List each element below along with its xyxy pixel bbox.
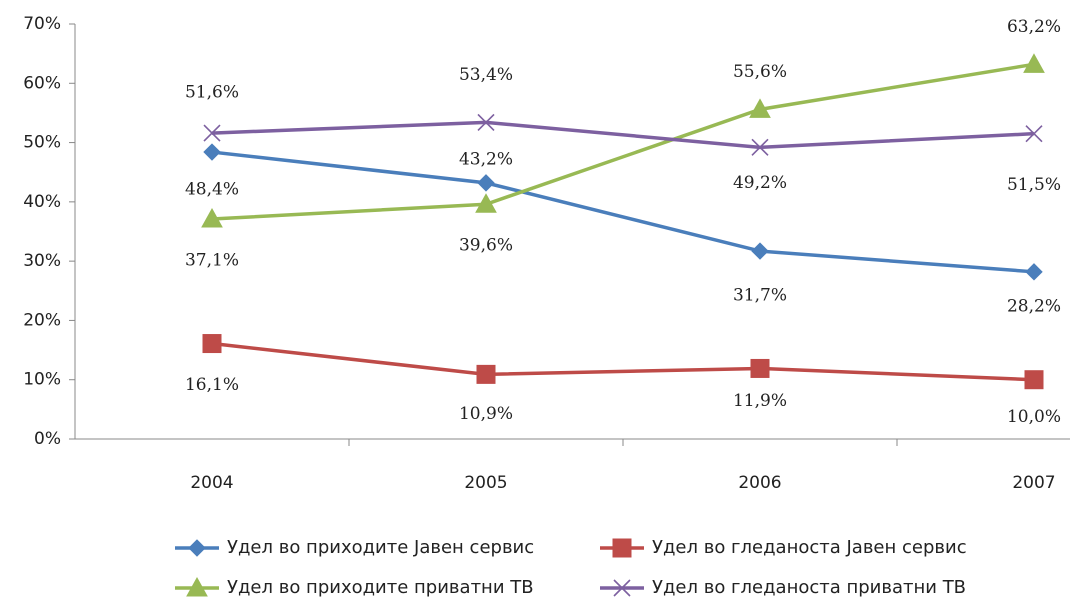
y-tick-label: 50% — [23, 133, 61, 153]
y-tick-label: 60% — [23, 73, 61, 93]
point — [1023, 53, 1045, 73]
point — [1025, 263, 1043, 281]
data-label: 11,9% — [733, 391, 787, 411]
data-label: 10,0% — [1007, 407, 1061, 427]
data-label: 28,2% — [1007, 296, 1061, 316]
data-label: 31,7% — [733, 286, 787, 306]
point — [751, 138, 769, 156]
point — [202, 334, 222, 354]
y-tick-label: 70% — [23, 14, 61, 34]
data-label: 49,2% — [733, 173, 787, 193]
data-label: 39,6% — [459, 236, 513, 256]
data-label: 48,4% — [185, 180, 239, 200]
data-label: 51,6% — [185, 83, 239, 103]
y-tick-label: 40% — [23, 192, 61, 212]
legend-marker — [612, 538, 632, 558]
data-label: 10,9% — [459, 404, 513, 424]
point — [201, 208, 223, 228]
series-line — [211, 120, 1035, 150]
data-label: 51,5% — [1007, 175, 1061, 195]
data-label: 63,2% — [1007, 17, 1061, 37]
point — [203, 124, 221, 142]
x-tick-label: 2005 — [464, 473, 507, 493]
point — [476, 364, 496, 384]
x-tick-label: 2006 — [738, 473, 781, 493]
y-tick-label: 20% — [23, 310, 61, 330]
x-tick-label: 2007 — [1012, 473, 1055, 493]
point — [203, 143, 221, 161]
x-tick-label: 2004 — [190, 473, 233, 493]
point — [1025, 125, 1043, 143]
legend-label: Удел во гледаноста приватни ТВ — [652, 577, 966, 598]
y-tick-label: 0% — [34, 429, 61, 449]
data-label: 43,2% — [459, 149, 513, 169]
legend-marker — [188, 539, 206, 557]
series-line — [211, 62, 1035, 221]
series-line — [211, 150, 1035, 274]
point — [749, 98, 771, 118]
point — [1024, 370, 1044, 390]
point — [477, 174, 495, 192]
legend-label: Удел во гледаноста Јавен сервис — [652, 537, 967, 558]
point — [751, 242, 769, 260]
y-tick-label: 30% — [23, 251, 61, 271]
data-label: 37,1% — [185, 251, 239, 271]
legend-label: Удел во приходите Јавен сервис — [227, 537, 534, 558]
point — [750, 358, 770, 378]
legend-marker — [613, 579, 631, 597]
legend-label: Удел во приходите приватни ТВ — [227, 577, 534, 598]
data-label: 53,4% — [459, 65, 513, 85]
legend-marker — [186, 576, 208, 597]
point — [475, 193, 497, 213]
series-line — [211, 341, 1035, 382]
data-label: 55,6% — [733, 62, 787, 82]
point — [477, 113, 495, 131]
y-tick-label: 10% — [23, 370, 61, 390]
data-label: 16,1% — [185, 375, 239, 395]
